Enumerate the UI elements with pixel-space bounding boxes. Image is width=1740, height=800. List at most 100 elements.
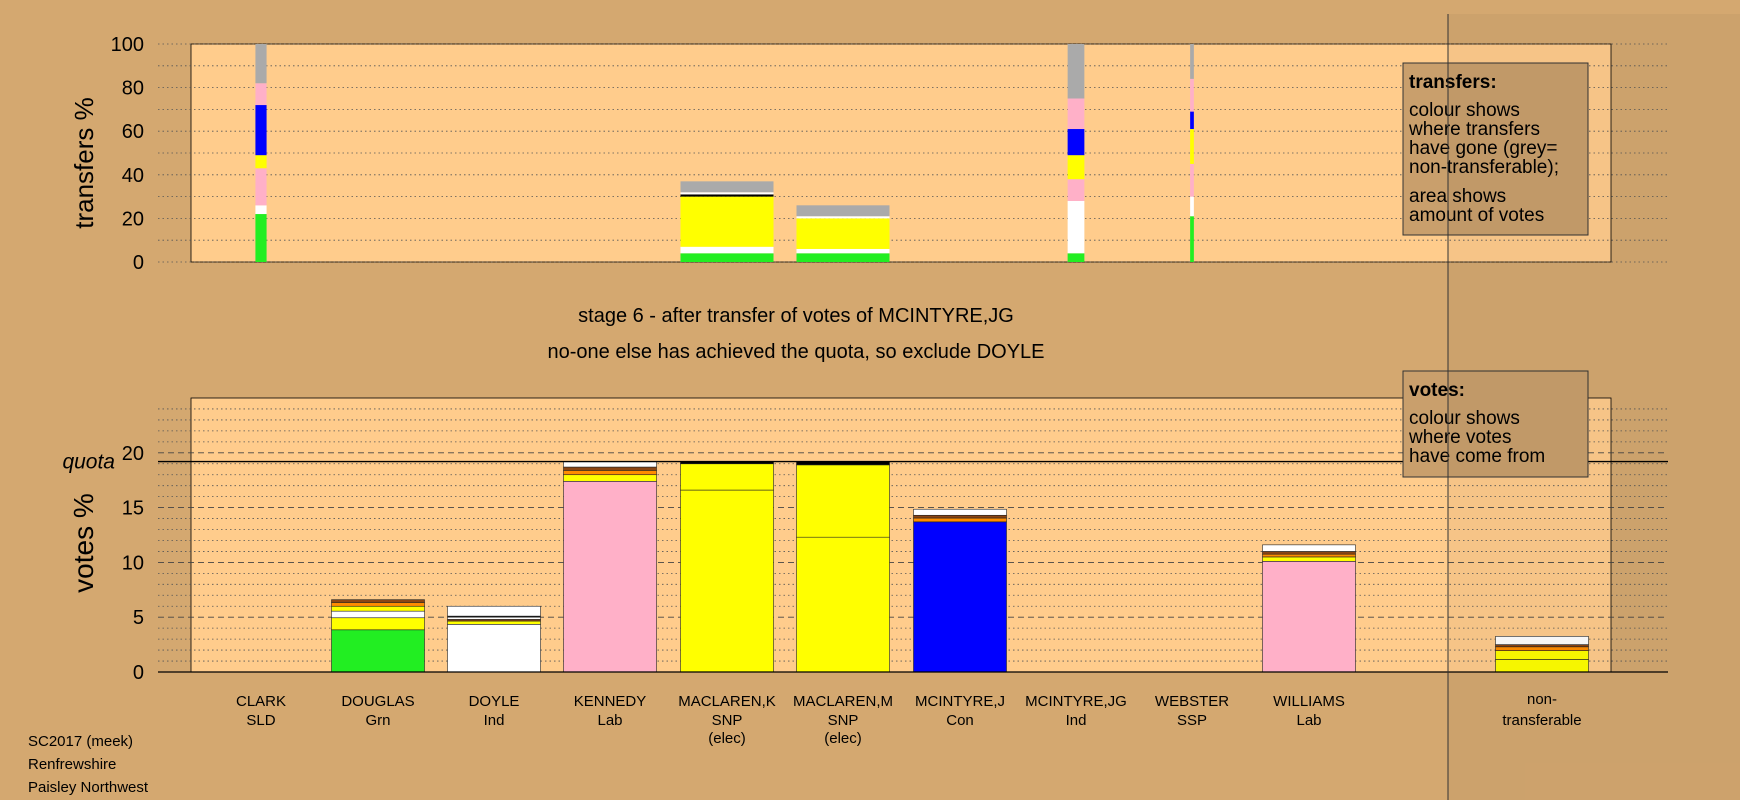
footer-line: Paisley Northwest — [28, 779, 149, 796]
vote-segment — [331, 599, 425, 603]
transfers-legend-line: have gone (grey= — [1409, 138, 1557, 159]
candidate-party-label: Con — [946, 712, 974, 729]
transfer-segment — [1190, 129, 1194, 164]
transfers-legend-line: colour shows — [1409, 100, 1520, 121]
candidate-elected-label: (elec) — [708, 730, 746, 747]
transfer-segment — [1067, 155, 1085, 180]
candidate-name-label: DOUGLAS — [341, 693, 414, 710]
vote-segment — [563, 470, 657, 476]
votes-legend-title: votes: — [1409, 380, 1465, 401]
candidate-name-label: CLARK — [236, 693, 286, 710]
vote-segment — [680, 463, 774, 491]
transfer-segment — [1190, 163, 1194, 197]
transfer-segment — [1067, 44, 1085, 99]
transfer-segment — [255, 105, 267, 156]
candidate-party-label: Ind — [484, 712, 505, 729]
transfer-segment — [680, 246, 774, 254]
vote-segment — [1262, 556, 1356, 562]
candidate-party-label: SLD — [246, 712, 275, 729]
candidate-party-label: Grn — [365, 712, 390, 729]
candidate-party-label: Ind — [1066, 712, 1087, 729]
transfer-segment — [796, 248, 890, 254]
transfers-legend-title: transfers: — [1409, 72, 1497, 93]
votes-legend-line: where votes — [1408, 427, 1511, 448]
footer-line: Renfrewshire — [28, 756, 116, 773]
transfer-segment — [796, 218, 890, 249]
transfer-segment — [796, 216, 890, 219]
vote-segment — [1262, 561, 1356, 673]
candidate-name-label: KENNEDY — [574, 693, 647, 710]
quota-label: quota — [62, 451, 115, 474]
transfer-segment — [1067, 253, 1085, 262]
top-y-tick-label: 80 — [122, 78, 144, 100]
transfer-segment — [1190, 78, 1194, 112]
transfer-segment — [1190, 111, 1194, 130]
vote-segment — [331, 605, 425, 612]
nontransferable-region — [1448, 14, 1740, 800]
vote-segment — [913, 521, 1007, 673]
vote-segment — [796, 464, 890, 538]
top-y-tick-label: 20 — [122, 208, 144, 230]
vote-segment — [331, 629, 425, 673]
transfer-segment — [255, 214, 267, 262]
transfer-segment — [680, 194, 774, 197]
transfer-segment — [255, 83, 267, 106]
top-y-tick-label: 0 — [133, 252, 144, 274]
transfers-legend-box — [1402, 62, 1589, 236]
transfer-segment — [680, 196, 774, 247]
votes-legend-box — [1402, 370, 1589, 478]
transfer-segment — [1067, 98, 1085, 130]
candidate-name-label: MCINTYRE,JG — [1025, 693, 1127, 710]
vote-segment — [563, 474, 657, 482]
candidate-name-label: WEBSTER — [1155, 693, 1229, 710]
transfer-segment — [796, 205, 890, 217]
transfer-segment — [1190, 44, 1194, 79]
bottom-y-tick-label: 10 — [122, 552, 144, 574]
transfer-segment — [1067, 179, 1085, 201]
vote-segment — [331, 602, 425, 607]
vote-segment — [796, 536, 890, 673]
vote-segment — [1262, 553, 1356, 558]
vote-segment — [563, 480, 657, 673]
transfer-segment — [255, 155, 267, 169]
nontransferable-label: non- — [1527, 691, 1557, 708]
transfer-segment — [1190, 196, 1194, 217]
candidate-name-label: WILLIAMS — [1273, 693, 1345, 710]
nontransferable-label: transferable — [1502, 712, 1581, 729]
candidate-name-label: MACLAREN,K — [678, 693, 776, 710]
candidate-party-label: SNP — [828, 712, 859, 729]
transfers-legend-line: non-transferable); — [1409, 157, 1559, 178]
votes-legend-line: have come from — [1409, 446, 1545, 467]
stage-title: stage 6 - after transfer of votes of MCI… — [578, 305, 1014, 327]
transfers-legend-line: where transfers — [1408, 119, 1540, 140]
transfer-segment — [680, 192, 774, 195]
candidate-party-label: Lab — [1296, 712, 1321, 729]
vote-segment — [913, 514, 1007, 519]
transfer-segment — [1067, 200, 1085, 254]
bottom-y-axis-label: votes % — [68, 493, 99, 593]
vote-segment — [331, 610, 425, 619]
top-y-tick-label: 40 — [122, 165, 144, 187]
transfer-segment — [1067, 129, 1085, 156]
transfers-legend-line: area shows — [1409, 186, 1506, 207]
vote-segment — [331, 617, 425, 631]
bottom-y-tick-label: 5 — [133, 607, 144, 629]
vote-segment — [1262, 544, 1356, 552]
vote-segment — [563, 461, 657, 468]
transfer-segment — [255, 168, 267, 206]
vote-segment — [447, 616, 541, 620]
candidate-party-label: Lab — [597, 712, 622, 729]
bottom-y-tick-label: 20 — [122, 443, 144, 465]
transfer-segment — [255, 205, 267, 215]
vote-segment — [447, 605, 541, 617]
vote-segment — [563, 466, 657, 471]
vote-segment — [447, 620, 541, 625]
transfer-segment — [680, 253, 774, 262]
candidate-name-label: DOYLE — [469, 693, 520, 710]
vote-segment — [447, 624, 541, 673]
candidate-elected-label: (elec) — [824, 730, 862, 747]
bottom-y-tick-label: 0 — [133, 662, 144, 684]
stage-subtitle: no-one else has achieved the quota, so e… — [548, 341, 1045, 363]
bottom-plot-area — [190, 397, 1612, 673]
